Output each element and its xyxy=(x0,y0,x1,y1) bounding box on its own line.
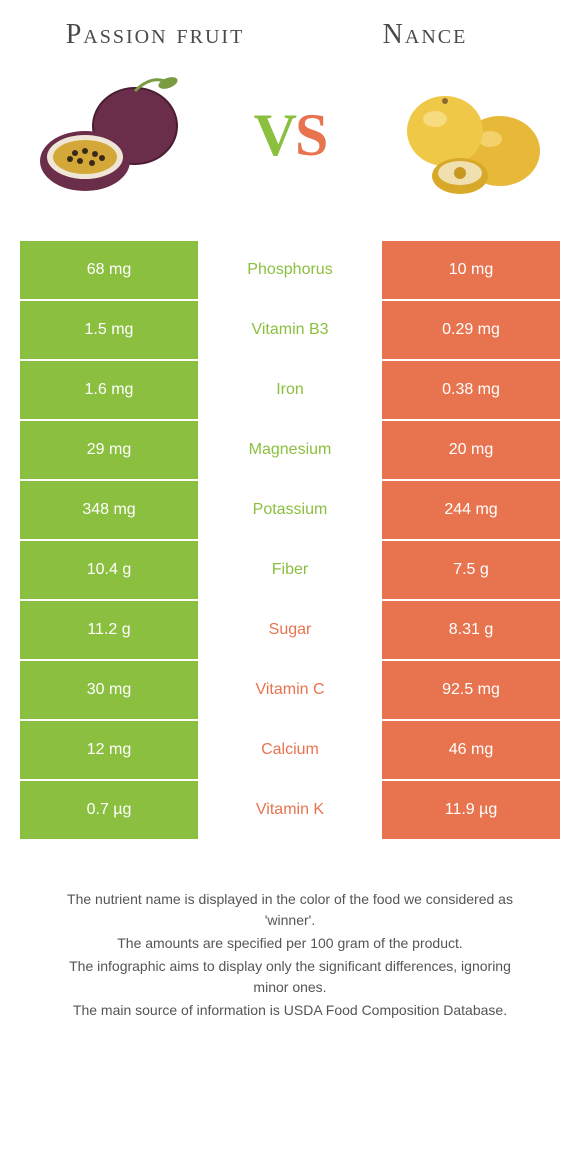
table-row: 348 mgPotassium244 mg xyxy=(20,481,560,539)
table-row: 1.6 mgIron0.38 mg xyxy=(20,361,560,419)
table-row: 0.7 µgVitamin K11.9 µg xyxy=(20,781,560,839)
table-row: 10.4 gFiber7.5 g xyxy=(20,541,560,599)
right-value: 8.31 g xyxy=(382,601,560,659)
left-value: 1.5 mg xyxy=(20,301,198,359)
right-value: 11.9 µg xyxy=(382,781,560,839)
vs-s-char: S xyxy=(295,102,326,168)
left-value: 348 mg xyxy=(20,481,198,539)
left-value: 12 mg xyxy=(20,721,198,779)
table-row: 11.2 gSugar8.31 g xyxy=(20,601,560,659)
left-value: 1.6 mg xyxy=(20,361,198,419)
left-value: 29 mg xyxy=(20,421,198,479)
right-value: 46 mg xyxy=(382,721,560,779)
footer-line-1: The nutrient name is displayed in the co… xyxy=(50,889,530,931)
image-row: VS xyxy=(20,71,560,201)
nutrient-label: Sugar xyxy=(198,601,382,659)
nutrient-label: Calcium xyxy=(198,721,382,779)
right-value: 244 mg xyxy=(382,481,560,539)
right-value: 92.5 mg xyxy=(382,661,560,719)
left-fruit-image xyxy=(30,71,190,201)
nutrient-label: Fiber xyxy=(198,541,382,599)
footer-notes: The nutrient name is displayed in the co… xyxy=(20,889,560,1021)
table-row: 1.5 mgVitamin B30.29 mg xyxy=(20,301,560,359)
left-value: 30 mg xyxy=(20,661,198,719)
right-value: 0.29 mg xyxy=(382,301,560,359)
table-row: 68 mgPhosphorus10 mg xyxy=(20,241,560,299)
left-value: 68 mg xyxy=(20,241,198,299)
left-title: Passion fruit xyxy=(20,20,290,51)
right-value: 0.38 mg xyxy=(382,361,560,419)
right-fruit-image xyxy=(390,71,550,201)
table-row: 29 mgMagnesium20 mg xyxy=(20,421,560,479)
nutrient-label: Vitamin K xyxy=(198,781,382,839)
nutrient-label: Potassium xyxy=(198,481,382,539)
footer-line-2: The amounts are specified per 100 gram o… xyxy=(50,933,530,954)
nutrient-label: Magnesium xyxy=(198,421,382,479)
nutrient-label: Vitamin B3 xyxy=(198,301,382,359)
table-row: 12 mgCalcium46 mg xyxy=(20,721,560,779)
vs-label: VS xyxy=(254,101,327,170)
left-value: 0.7 µg xyxy=(20,781,198,839)
table-row: 30 mgVitamin C92.5 mg xyxy=(20,661,560,719)
right-title: Nance xyxy=(290,20,560,51)
footer-line-4: The main source of information is USDA F… xyxy=(50,1000,530,1021)
vs-v-char: V xyxy=(254,102,295,168)
right-value: 20 mg xyxy=(382,421,560,479)
nutrient-label: Vitamin C xyxy=(198,661,382,719)
right-value: 10 mg xyxy=(382,241,560,299)
left-value: 10.4 g xyxy=(20,541,198,599)
footer-line-3: The infographic aims to display only the… xyxy=(50,956,530,998)
header-row: Passion fruit Nance xyxy=(20,20,560,51)
right-value: 7.5 g xyxy=(382,541,560,599)
nutrient-label: Iron xyxy=(198,361,382,419)
nutrient-table: 68 mgPhosphorus10 mg1.5 mgVitamin B30.29… xyxy=(20,241,560,839)
left-value: 11.2 g xyxy=(20,601,198,659)
nutrient-label: Phosphorus xyxy=(198,241,382,299)
